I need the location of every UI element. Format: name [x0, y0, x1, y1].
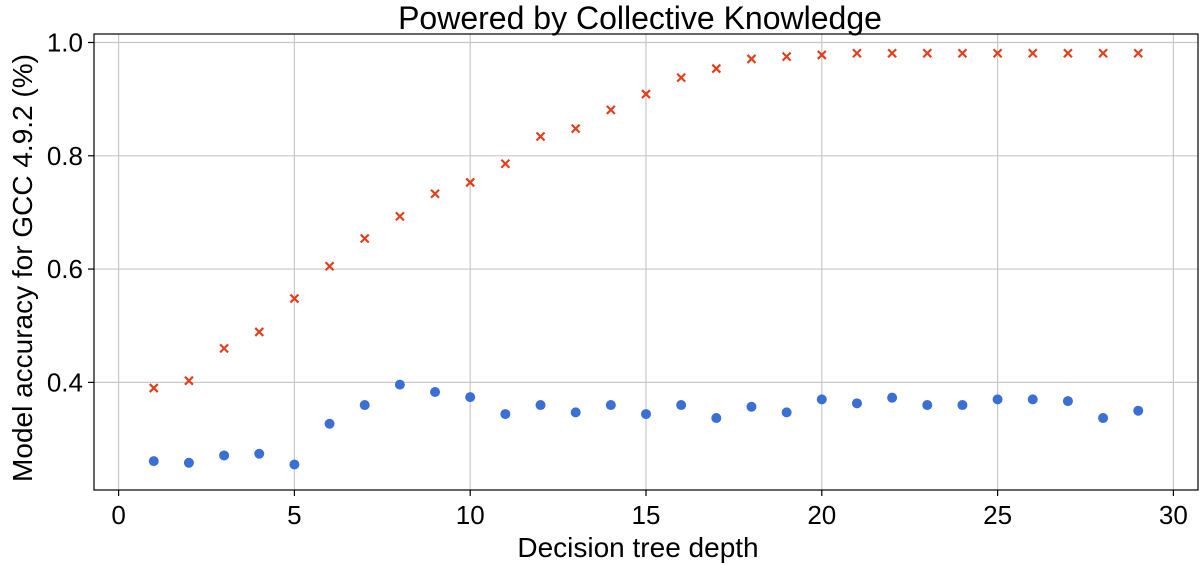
- data-point-dot: [641, 409, 651, 420]
- data-point-x: [219, 343, 229, 354]
- data-point-x: [711, 63, 722, 74]
- x-tick-label: 5: [287, 500, 301, 530]
- x-axis-label: Decision tree depth: [517, 532, 758, 563]
- x-tick-label: 20: [807, 500, 836, 530]
- data-point-x: [324, 261, 335, 272]
- data-point-x: [922, 48, 933, 59]
- data-point-dot: [992, 394, 1003, 405]
- data-point-dot: [500, 409, 511, 420]
- data-point-dot: [359, 400, 370, 411]
- data-point-x: [1133, 48, 1144, 59]
- data-point-dot: [676, 400, 687, 411]
- data-point-dot: [1062, 396, 1073, 407]
- x-tick-label: 10: [456, 500, 485, 530]
- data-point-dot: [887, 392, 898, 403]
- data-point-dot: [1027, 394, 1038, 405]
- series-dot-markers: [148, 379, 1144, 470]
- data-point-x: [359, 233, 370, 244]
- data-point-x: [465, 177, 475, 188]
- y-tick-label: 0.4: [47, 367, 83, 397]
- y-axis-label: Model accuracy for GCC 4.9.2 (%): [7, 54, 38, 482]
- y-tick-label: 0.8: [47, 141, 83, 171]
- data-point-dot: [465, 392, 476, 403]
- data-point-x: [852, 48, 862, 59]
- series-x-markers: [148, 48, 1144, 393]
- data-point-x: [184, 375, 194, 386]
- data-point-dot: [394, 379, 405, 390]
- data-point-x: [606, 105, 616, 115]
- data-series: [148, 48, 1144, 470]
- data-point-x: [535, 131, 546, 142]
- data-point-dot: [1098, 413, 1109, 424]
- x-tick-label: 15: [632, 500, 661, 530]
- data-point-x: [254, 327, 265, 337]
- data-point-x: [957, 48, 968, 59]
- data-point-x: [887, 48, 897, 59]
- data-point-x: [148, 383, 159, 393]
- data-point-dot: [957, 400, 968, 411]
- data-point-x: [395, 211, 405, 222]
- data-point-dot: [605, 400, 616, 411]
- data-point-dot: [289, 459, 300, 470]
- y-tick-label: 1.0: [47, 27, 83, 57]
- data-point-x: [746, 54, 757, 64]
- data-point-x: [289, 293, 300, 304]
- data-point-x: [992, 48, 1003, 59]
- data-point-x: [817, 50, 827, 60]
- data-point-dot: [711, 413, 722, 424]
- x-tick-label: 0: [111, 500, 125, 530]
- data-point-dot: [816, 394, 827, 405]
- data-point-dot: [219, 450, 230, 461]
- data-point-x: [1027, 48, 1038, 59]
- data-point-dot: [781, 407, 792, 418]
- data-point-x: [641, 89, 651, 99]
- data-point-x: [570, 123, 581, 134]
- data-point-x: [430, 188, 440, 199]
- data-point-dot: [183, 457, 194, 468]
- chart-title: Powered by Collective Knowledge: [398, 0, 882, 36]
- data-point-dot: [535, 400, 546, 411]
- data-point-x: [1098, 48, 1108, 59]
- data-point-dot: [324, 418, 335, 429]
- y-tick-label: 0.6: [47, 254, 83, 284]
- data-point-dot: [570, 407, 581, 418]
- data-point-dot: [148, 456, 159, 467]
- data-point-dot: [430, 387, 441, 398]
- x-tick-label: 30: [1159, 500, 1188, 530]
- x-tick-label: 25: [983, 500, 1012, 530]
- data-point-x: [781, 51, 792, 62]
- data-point-x: [1063, 48, 1073, 59]
- data-point-dot: [254, 448, 265, 459]
- grid-lines: [94, 34, 1198, 490]
- axis-ticks: 0 5 10 15 20 25 30 0.4 0.6 0.8 1.0: [47, 27, 1188, 530]
- data-point-dot: [746, 401, 757, 412]
- data-point-x: [500, 158, 511, 169]
- data-point-x: [676, 72, 686, 83]
- data-point-dot: [922, 400, 933, 411]
- data-point-dot: [1133, 405, 1144, 416]
- data-point-dot: [851, 398, 862, 409]
